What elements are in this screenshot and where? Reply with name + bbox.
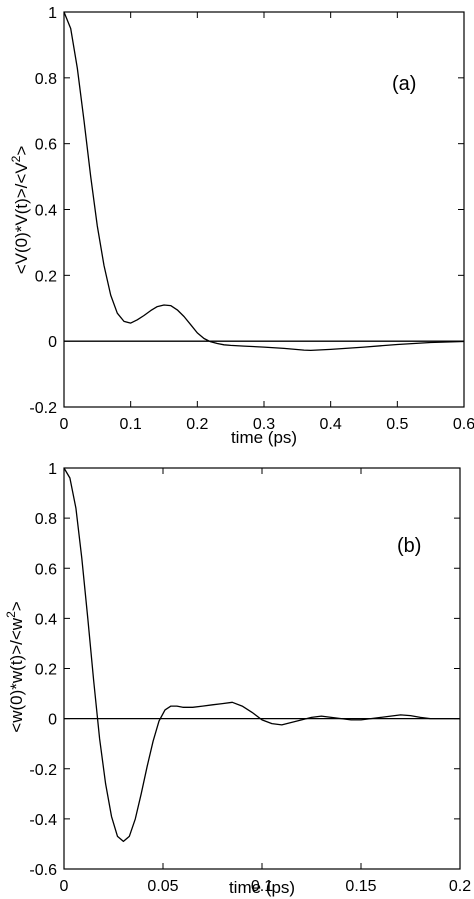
panel-b-y-tick-label: 0 xyxy=(48,712,57,729)
panel-b-series-line xyxy=(63,467,460,843)
panel-b-y-axis-label: <w(0)*w(t)>/<w2> xyxy=(4,601,26,732)
panel-b: -0.6-0.4-0.200.20.40.60.81 0 0.05 0.1 0.15 0… xyxy=(4,461,471,897)
panel-b-x-tick-label: 0.2 xyxy=(449,878,471,895)
panel-b-x-axis-label: time (ps) xyxy=(229,878,295,897)
panel-b-x-tick-label: 0.1 xyxy=(251,878,273,895)
panel-b-y-tick-label: -0.4 xyxy=(29,812,57,829)
panel-a-x-tick-label: 0.5 xyxy=(386,416,408,433)
panel-a-x-tick-label: 0.6 xyxy=(453,416,474,433)
panel-b-x-tick-label: 0 xyxy=(60,878,69,895)
panel-a-y-axis-label-tail: > xyxy=(12,146,31,156)
panel-a-tag: (a) xyxy=(392,73,416,95)
panel-a-y-tick-label: 0.4 xyxy=(35,203,57,220)
panel-b-y-tick-label: 1 xyxy=(48,461,57,478)
panel-a-y-axis-label-main: <V(0)*V(t)>/<V xyxy=(12,162,31,275)
panel-b-plot-frame xyxy=(63,467,461,870)
panel-a-x-tick-label: 0.3 xyxy=(253,416,275,433)
panel-a-y-tick-label: 0.2 xyxy=(35,268,57,285)
panel-a-y-tick-label: -0.2 xyxy=(29,400,57,417)
panel-a-x-tick-label: 0.1 xyxy=(120,416,142,433)
panel-a-x-tick-label: 0 xyxy=(60,416,69,433)
panel-b-y-tick-label: 0.2 xyxy=(35,662,57,679)
panel-a-y-tick-label: 0.6 xyxy=(35,137,57,154)
panel-b-y-axis-label-sup: 2 xyxy=(4,611,18,618)
panel-a: -0.200.20.40.60.81 0 0.1 0.2 0.3 0.4 0.5 0.6 (… xyxy=(9,5,474,447)
panel-b-x-tick-label: 0.05 xyxy=(147,878,178,895)
panel-b-y-tick-label: 0.4 xyxy=(35,611,57,628)
panel-a-y-ticks: -0.2 0 0.2 0.4 0.6 0.8 1 xyxy=(29,5,464,417)
panel-b-y-axis-label-tail: > xyxy=(7,601,26,611)
panel-a-y-tick-label: 1 xyxy=(48,5,57,22)
panel-a-x-axis-label: time (ps) xyxy=(231,428,297,447)
panel-a-y-axis-label: <V(0)*V(t)>/<V2> xyxy=(9,146,31,275)
panel-a-x-tick-label: 0.4 xyxy=(320,416,342,433)
panel-b-tag: (b) xyxy=(397,535,421,557)
panel-b-y-tick-label: 0.8 xyxy=(35,511,57,528)
panel-a-y-tick-label: 0.8 xyxy=(35,71,57,88)
panel-a-y-tick-label: 0 xyxy=(48,334,57,351)
panel-b-y-axis-label-main: <w(0)*w(t)>/<w xyxy=(7,617,26,732)
panel-a-x-ticks: 0 0.1 0.2 0.3 0.4 0.5 0.6 xyxy=(60,12,474,433)
panel-a-y-axis-label-sup: 2 xyxy=(9,155,23,162)
panel-b-y-tick-label: -0.2 xyxy=(29,762,57,779)
panel-b-x-ticks: 0 0.05 0.1 0.15 0.2 xyxy=(60,468,471,895)
panel-b-y-ticks: -0.6 -0.4 -0.2 0 0.2 0.4 0.6 0.8 1 xyxy=(29,461,460,879)
panel-a-series-line xyxy=(63,11,465,352)
panel-b-x-tick-label: 0.15 xyxy=(345,878,376,895)
panel-a-x-tick-label: 0.2 xyxy=(186,416,208,433)
panel-b-y-tick-label: 0.6 xyxy=(35,561,57,578)
panel-b-y-tick-label: -0.6 xyxy=(29,862,57,879)
